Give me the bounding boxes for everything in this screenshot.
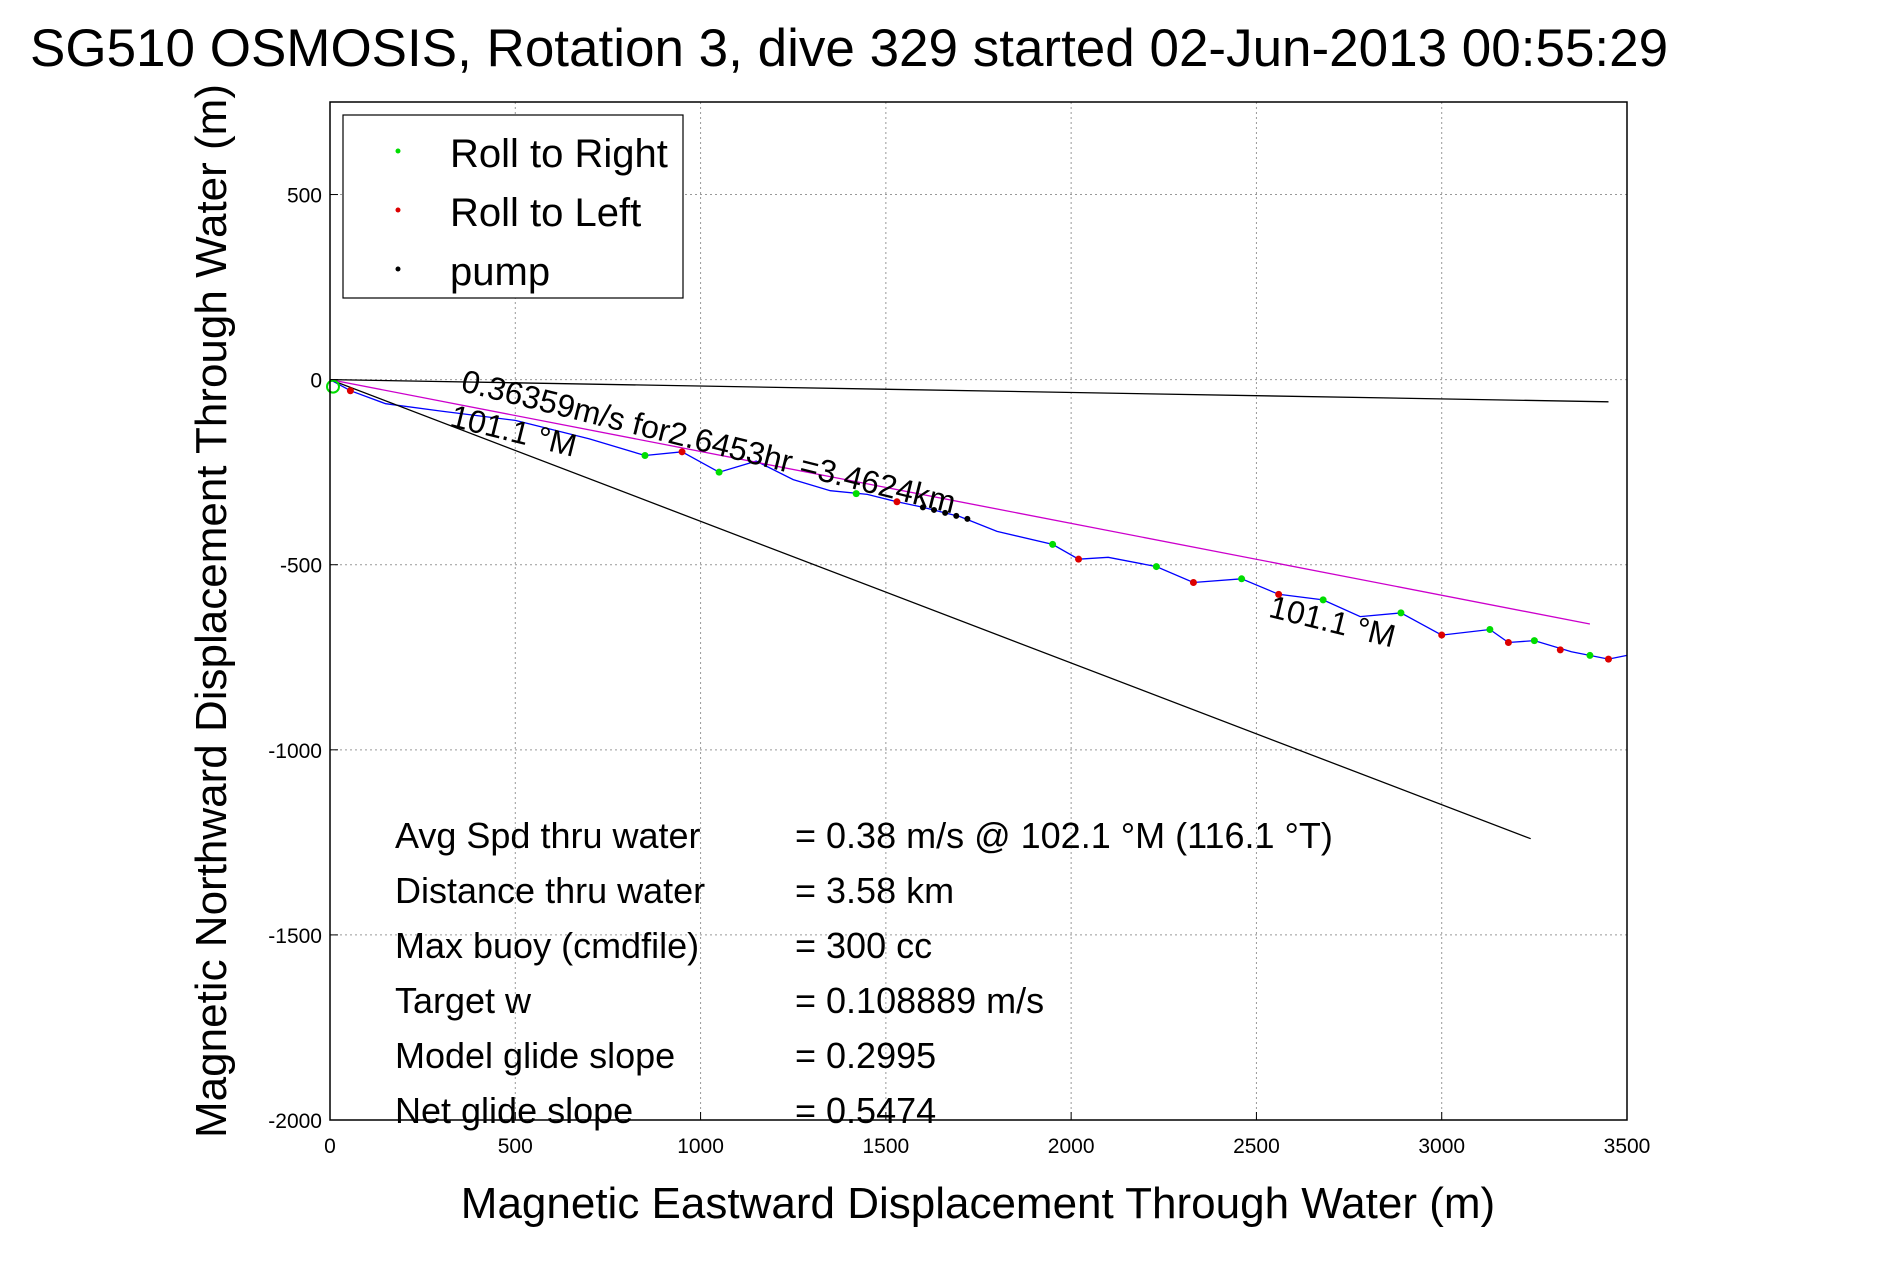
stat-value: = 0.108889 m/s — [795, 980, 1044, 1021]
pump-marker — [919, 504, 926, 511]
stat-label: Avg Spd thru water — [395, 815, 701, 856]
start-marker — [326, 379, 340, 394]
stat-label: Max buoy (cmdfile) — [395, 925, 699, 966]
roll-right-marker — [852, 490, 860, 498]
series-line — [329, 378, 1591, 625]
stat-value: = 0.38 m/s @ 102.1 °M (116.1 °T) — [795, 815, 1333, 856]
roll-right-marker — [641, 452, 649, 460]
stat-label: Model glide slope — [395, 1035, 675, 1076]
axis-ticks: 0 500 1000 1500 2000 2500 3000 3500 500 0 -500 -100… — [268, 185, 1650, 1158]
x-axis-label: Magnetic Eastward Displacement Through W… — [461, 1179, 1495, 1228]
roll-left-marker — [1604, 655, 1612, 663]
data-markers — [346, 387, 1612, 663]
pump-marker — [931, 506, 938, 513]
stat-label: Net glide slope — [395, 1090, 633, 1131]
annotation-text: 101.1 °M — [1266, 588, 1399, 654]
roll-left-marker — [1189, 578, 1197, 586]
x-tick-label: 0 — [324, 1135, 336, 1158]
y-axis-label: Magnetic Northward Displacement Through … — [187, 84, 236, 1138]
roll-left-marker — [1556, 646, 1564, 654]
stat-label: Target w — [395, 980, 532, 1021]
series-line — [329, 378, 1531, 840]
roll-left-marker — [346, 387, 354, 395]
roll-left-marker — [1438, 631, 1446, 639]
roll-right-marker — [1397, 609, 1405, 617]
roll-left-marker — [1504, 638, 1512, 646]
roll-right-marker — [1152, 563, 1160, 571]
stat-value: = 300 cc — [795, 925, 932, 966]
legend-marker — [395, 207, 401, 213]
series-line — [329, 378, 1609, 403]
x-tick-label: 500 — [498, 1135, 533, 1158]
y-tick-label: 0 — [310, 370, 322, 393]
y-tick-label: 500 — [287, 185, 322, 208]
y-tick-label: -1000 — [268, 740, 322, 763]
pump-marker — [964, 515, 971, 522]
legend-label: Roll to Left — [450, 191, 641, 235]
roll-right-marker — [1238, 575, 1246, 583]
y-tick-label: -500 — [280, 555, 322, 578]
roll-right-marker — [715, 468, 723, 476]
pump-marker — [942, 509, 949, 516]
legend: Roll to Right Roll to Left pump — [342, 114, 684, 299]
stats-block: Avg Spd thru water = 0.38 m/s @ 102.1 °M … — [395, 815, 1333, 1131]
stat-value: = 0.2995 — [795, 1035, 936, 1076]
plot-frame — [329, 101, 1628, 1121]
y-tick-label: -2000 — [268, 1110, 322, 1133]
x-tick-label: 1500 — [862, 1135, 909, 1158]
roll-right-marker — [1319, 596, 1327, 604]
series-line — [329, 379, 1628, 660]
x-tick-label: 3000 — [1418, 1135, 1465, 1158]
legend-marker — [395, 148, 401, 154]
stat-value: = 3.58 km — [795, 870, 954, 911]
x-tick-label: 2500 — [1233, 1135, 1280, 1158]
roll-left-marker — [1275, 590, 1283, 598]
legend-label: Roll to Right — [450, 132, 668, 176]
data-lines — [326, 378, 1628, 840]
roll-left-marker — [893, 498, 901, 506]
roll-right-marker — [1530, 637, 1538, 645]
pump-marker — [953, 512, 960, 519]
legend-label: pump — [450, 250, 550, 294]
x-tick-label: 1000 — [677, 1135, 724, 1158]
roll-left-marker — [678, 448, 686, 456]
stat-label: Distance thru water — [395, 870, 705, 911]
roll-right-marker — [1586, 651, 1594, 659]
stat-value: = 0.5474 — [795, 1090, 936, 1131]
roll-right-marker — [1486, 626, 1494, 634]
roll-right-marker — [1049, 540, 1057, 548]
y-tick-label: -1500 — [268, 925, 322, 948]
roll-left-marker — [1075, 555, 1083, 563]
x-tick-label: 2000 — [1048, 1135, 1095, 1158]
legend-marker — [395, 266, 401, 272]
x-tick-label: 3500 — [1604, 1135, 1651, 1158]
chart-title: SG510 OSMOSIS, Rotation 3, dive 329 star… — [30, 19, 1668, 78]
